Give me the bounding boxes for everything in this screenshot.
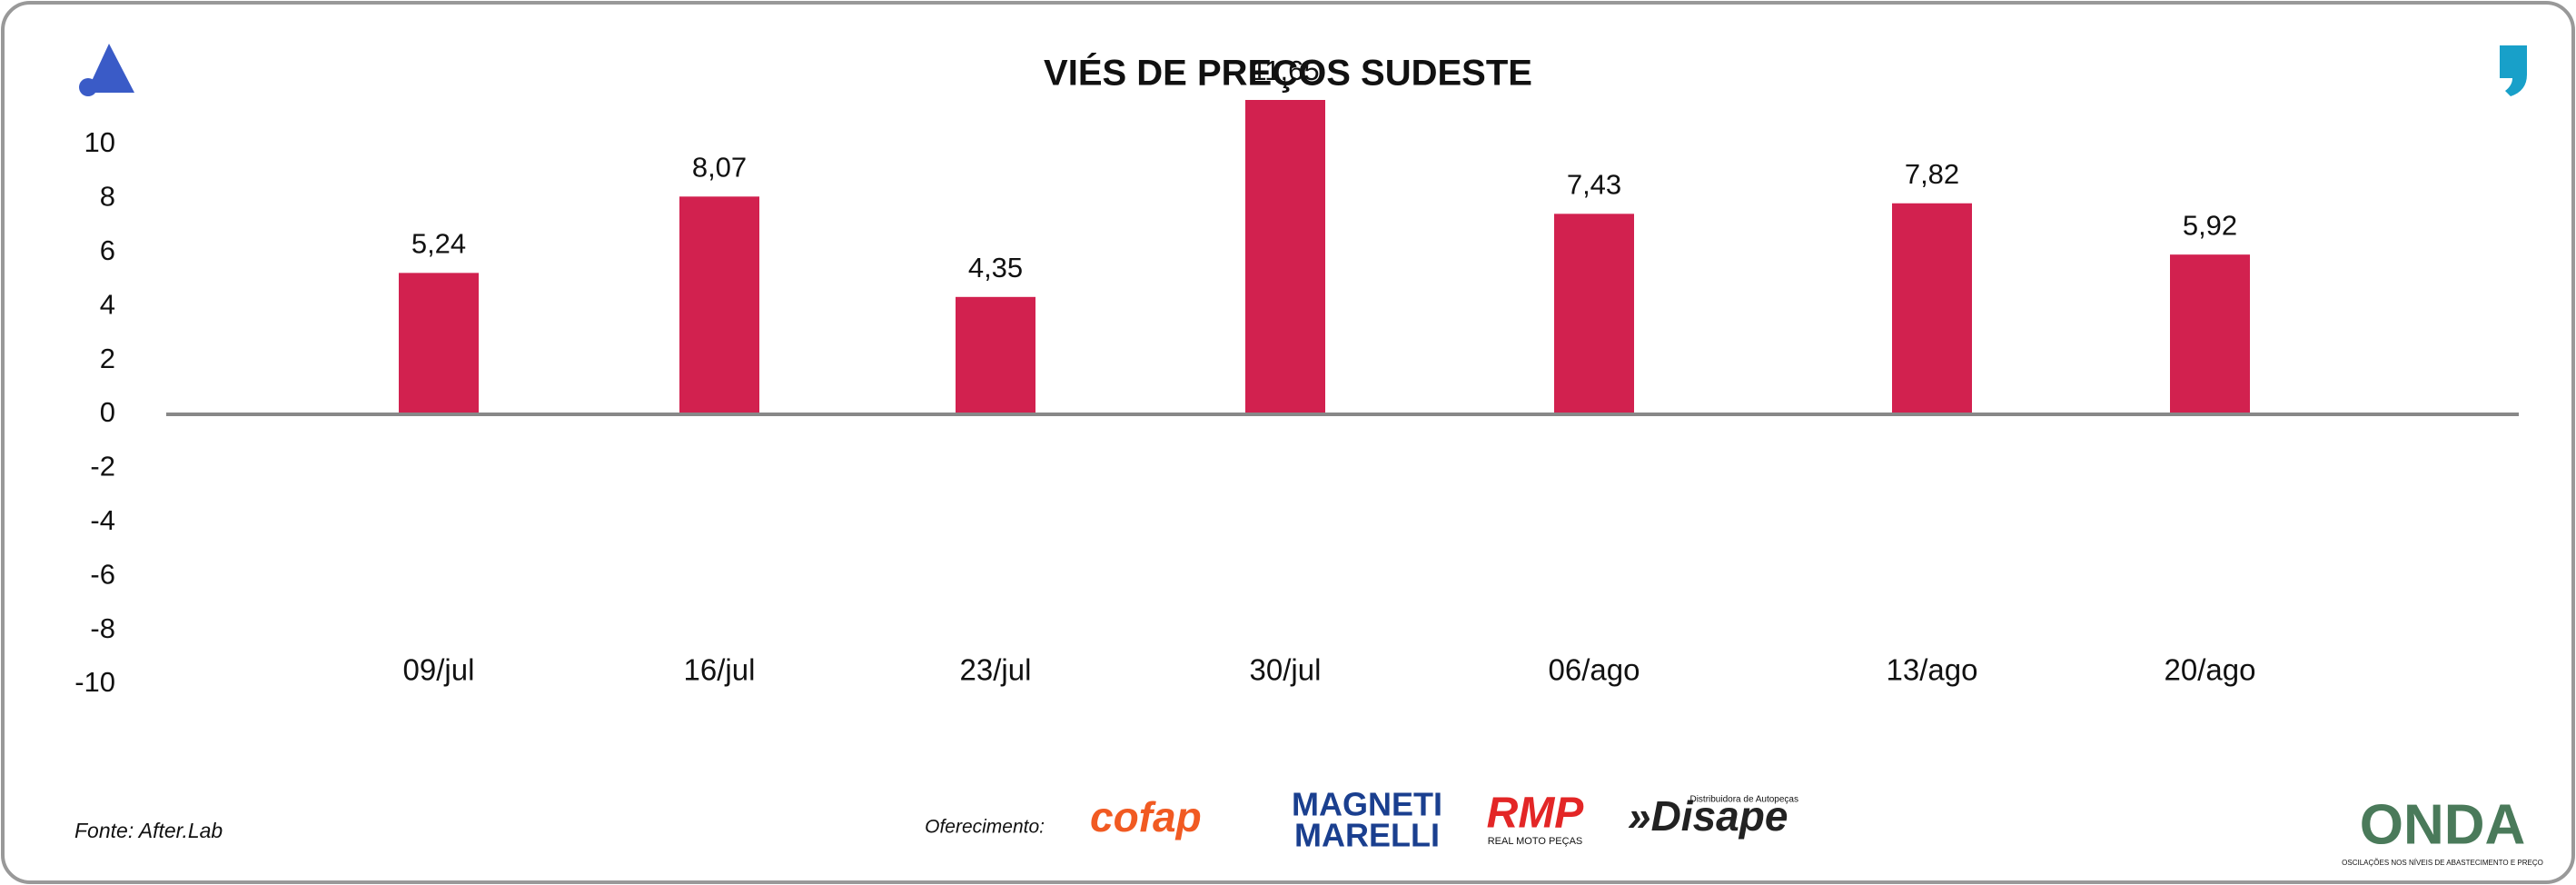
y-tick-label: 8	[100, 181, 115, 213]
bar	[1245, 99, 1325, 415]
x-tick-label: 06/ago	[1549, 653, 1640, 687]
bar	[1554, 214, 1634, 414]
y-tick-label: 2	[100, 343, 115, 374]
bar	[956, 296, 1035, 414]
sponsor-label: Oferecimento:	[925, 817, 1045, 838]
chart-title: VIÉS DE PREÇOS SUDESTE	[1044, 53, 1532, 94]
sponsor-logo: REAL MOTO PEÇAS	[1488, 836, 1583, 847]
bar	[1892, 203, 1972, 414]
data-label: 7,82	[1905, 158, 1959, 190]
data-label: 5,24	[411, 228, 466, 260]
data-label: 11,65	[1251, 55, 1319, 86]
sponsor-logo: Distribuidora de Autopeças	[1689, 795, 1798, 805]
y-tick-label: -6	[90, 558, 115, 590]
y-tick-label: -10	[74, 666, 115, 698]
brand-logo: ONDA	[2360, 793, 2526, 856]
y-tick-label: 4	[100, 288, 115, 320]
y-tick-label: -4	[90, 504, 115, 536]
x-tick-label: 09/jul	[403, 653, 475, 687]
data-label: 4,35	[968, 252, 1023, 283]
y-tick-label: 0	[100, 396, 115, 428]
sponsor-logo: MAGNETI	[1292, 786, 1442, 823]
x-tick-label: 13/ago	[1887, 653, 1978, 687]
sponsor-logo: »Disape	[1628, 792, 1788, 840]
y-tick-label: -2	[90, 451, 115, 482]
brand-tagline: OSCILAÇÕES NOS NÍVEIS DE ABASTECIMENTO E…	[2342, 859, 2543, 867]
y-tick-label: 10	[84, 126, 115, 158]
sponsor-logo: cofap	[1090, 793, 1202, 840]
x-tick-label: 20/ago	[2165, 653, 2256, 687]
sponsor-logo: RMP	[1487, 790, 1585, 838]
source: Fonte: After.Lab	[74, 819, 223, 842]
data-label: 5,92	[2183, 209, 2237, 241]
data-label: 8,07	[692, 152, 747, 184]
x-tick-label: 23/jul	[960, 653, 1032, 687]
data-label: 7,43	[1567, 169, 1621, 201]
sponsor-logo: MARELLI	[1294, 817, 1440, 854]
logo-left	[79, 44, 134, 96]
bar	[2170, 254, 2250, 414]
logo-right	[2500, 45, 2527, 96]
bar	[399, 273, 479, 414]
x-tick-label: 30/jul	[1250, 653, 1322, 687]
x-tick-label: 16/jul	[684, 653, 756, 687]
y-tick-label: -8	[90, 612, 115, 644]
y-tick-label: 6	[100, 234, 115, 266]
bar	[679, 196, 759, 414]
